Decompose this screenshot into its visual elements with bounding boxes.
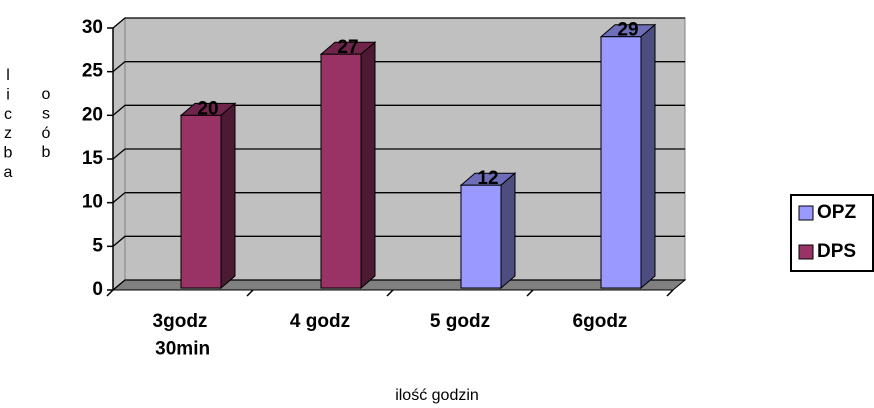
bar-side: [220, 102, 236, 290]
bar: [179, 102, 237, 290]
legend-swatch: [798, 244, 814, 260]
grid-line: [112, 104, 685, 116]
bar: [319, 41, 377, 290]
value-label: 29: [617, 20, 638, 41]
y-tick-label: 30: [82, 17, 103, 38]
grid-line: [112, 61, 685, 73]
bar-front: [460, 184, 502, 289]
bar: [459, 172, 517, 290]
grid-line: [112, 148, 685, 160]
x-axis-title: ilość godzin: [395, 387, 479, 404]
legend-label: OPZ: [817, 202, 856, 223]
bar-side: [500, 172, 516, 290]
value-label: 27: [337, 37, 358, 58]
bar: [599, 23, 657, 290]
value-label: 20: [197, 98, 218, 119]
bar-front: [180, 114, 222, 289]
y-tick-label: 25: [82, 61, 104, 82]
y-tick-label: 5: [92, 235, 103, 256]
y-tick-label: 10: [82, 192, 103, 213]
legend-label: DPS: [817, 241, 856, 262]
x-tick-label: 6godz: [573, 311, 628, 332]
legend-swatch: [798, 205, 814, 221]
x-tick-label: 4 godz: [290, 311, 350, 332]
x-tick: [246, 289, 254, 297]
y-tick-label: 0: [92, 279, 103, 300]
y-tick-label: 20: [82, 104, 103, 125]
x-tick: [386, 289, 394, 297]
x-tick: [526, 289, 534, 297]
grid-line: [112, 17, 685, 29]
bar-front: [320, 53, 362, 289]
bar-side: [360, 41, 376, 290]
bar-side: [640, 23, 656, 290]
x-tick-label: 5 godz: [430, 311, 490, 332]
value-label: 12: [477, 168, 498, 189]
x-tick: [106, 289, 114, 297]
x-tick: [666, 289, 674, 297]
x-tick-label: 3godz 30min: [150, 311, 210, 360]
y-tick-label: 15: [82, 148, 104, 169]
bar-front: [600, 36, 642, 289]
